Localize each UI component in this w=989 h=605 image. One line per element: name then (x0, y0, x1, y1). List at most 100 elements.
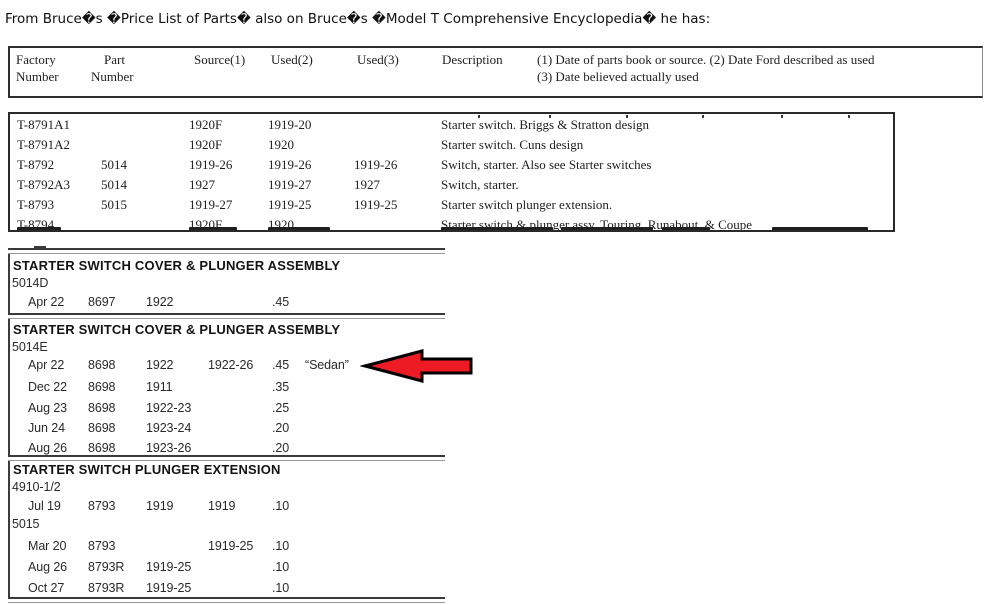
listing-row: Aug 26 8698 1923-26 .20 (0, 441, 500, 461)
cell-date: Mar 20 (28, 539, 67, 553)
cell-years-a: 1923-26 (146, 441, 192, 455)
scan-artifact (561, 227, 653, 230)
cell-price: .10 (272, 560, 290, 574)
table-row: T-8791A2 1920F 1920 Starter switch. Cuns… (10, 137, 893, 156)
cell-used2: 1919-26 (268, 157, 312, 172)
red-arrow-annotation (360, 349, 473, 383)
col-header-part-line1: Part (104, 52, 125, 67)
cell-date: Jul 19 (28, 499, 61, 513)
scan-artifact (662, 227, 710, 230)
cell-factory: T-8792 (17, 157, 55, 172)
scan-artifact (549, 115, 551, 118)
section-part-number: 4910-1/2 (12, 480, 61, 494)
listing-row: Dec 22 8698 1911 .35 (0, 380, 500, 400)
listing-row: Aug 26 8793R 1919-25 .10 (0, 560, 500, 580)
col-header-description: Description (442, 52, 503, 67)
cell-source: 1920F (189, 117, 223, 132)
scan-artifact (17, 227, 61, 230)
col-header-used3: Used(3) (357, 52, 399, 67)
cell-used2: 1920 (268, 217, 294, 232)
cell-price: .20 (272, 421, 290, 435)
table-row: T-8794 1920F 1920 Starter switch & plung… (10, 217, 893, 232)
price-table-header: Factory Number Part Number Source(1) Use… (8, 46, 983, 98)
cell-used3: 1919-25 (354, 197, 398, 212)
section-part-number: 5014E (12, 340, 48, 354)
cell-date: Dec 22 (28, 380, 68, 394)
table-row: T-8792A3 5014 1927 1919-27 1927 Switch, … (10, 177, 893, 196)
cell-part: 5015 (101, 197, 127, 212)
header-notes-line2: (3) Date believed actually used (537, 69, 699, 84)
section-title: STARTER SWITCH PLUNGER EXTENSION (13, 462, 281, 477)
intro-text: From Bruce�s �Price List of Parts� also … (5, 11, 711, 27)
divider-rule (8, 313, 445, 319)
cell-factory: T-8793 (17, 197, 55, 212)
scan-artifact (34, 246, 46, 249)
divider-rule (8, 455, 445, 461)
cell-description: Starter switch. Cuns design (441, 137, 584, 152)
scan-artifact (772, 227, 868, 230)
cell-price: .10 (272, 499, 290, 513)
cell-price: .10 (272, 539, 290, 553)
cell-date: Aug 26 (28, 560, 68, 574)
cell-source: 1927 (189, 177, 215, 192)
cell-years-b: 1919-25 (208, 539, 254, 553)
section-title: STARTER SWITCH COVER & PLUNGER ASSEMBLY (13, 258, 341, 273)
cell-price: .45 (272, 295, 290, 309)
scan-artifact (702, 115, 704, 118)
cell-date: Apr 22 (28, 295, 65, 309)
cell-used3: 1919-26 (354, 157, 398, 172)
cell-number: 8698 (88, 358, 116, 372)
cell-description: Switch, starter. (441, 177, 519, 192)
cell-price: .20 (272, 441, 290, 455)
scan-artifact (626, 115, 628, 118)
cell-years-a: 1911 (146, 380, 173, 394)
cell-used2: 1920 (268, 137, 294, 152)
cell-number: 8698 (88, 441, 116, 455)
cell-source: 1919-26 (189, 157, 233, 172)
cell-date: Apr 22 (28, 358, 65, 372)
cell-used2: 1919-27 (268, 177, 312, 192)
col-header-factory-line2: Number (16, 69, 59, 84)
cell-years-a: 1922-23 (146, 401, 192, 415)
cell-factory: T-8792A3 (17, 177, 70, 192)
cell-number: 8698 (88, 421, 116, 435)
cell-date: Aug 26 (28, 441, 68, 455)
col-header-factory-line1: Factory (16, 52, 56, 67)
cell-factory: T-8791A1 (17, 117, 70, 132)
listing-row: Oct 27 8793R 1919-25 .10 (0, 581, 500, 601)
cell-description: Starter switch plunger extension. (441, 197, 613, 212)
cell-years-a: 1919-25 (146, 560, 192, 574)
cell-date: Jun 24 (28, 421, 65, 435)
cell-used3: 1927 (354, 177, 380, 192)
col-header-used2: Used(2) (271, 52, 313, 67)
cell-years-a: 1919-25 (146, 581, 192, 595)
scan-artifact (848, 115, 850, 118)
scan-artifact (441, 227, 553, 230)
cell-years-a: 1922 (146, 295, 174, 309)
scan-artifact (781, 115, 783, 118)
cell-years-a: 1919 (146, 499, 174, 513)
listing-row: Jul 19 8793 1919 1919 .10 (0, 499, 500, 519)
cell-used2: 1919-25 (268, 197, 312, 212)
cell-price: .10 (272, 581, 290, 595)
listing-row: Aug 23 8698 1922-23 .25 (0, 401, 500, 421)
scan-artifact (268, 227, 330, 230)
cell-years-a: 1923-24 (146, 421, 192, 435)
cell-number: 8697 (88, 295, 116, 309)
cell-used2: 1919-20 (268, 117, 312, 132)
cell-note: “Sedan” (305, 358, 349, 372)
listing-row: Apr 22 8698 1922 1922-26 .45 “Sedan” (0, 358, 500, 378)
cell-description: Starter switch. Briggs & Stratton design (441, 117, 649, 132)
cell-number: 8793 (88, 499, 116, 513)
table-row: T-8791A1 1920F 1919-20 Starter switch. B… (10, 117, 893, 136)
cell-number: 8793R (88, 560, 125, 574)
cell-date: Aug 23 (28, 401, 68, 415)
scan-artifact (189, 227, 237, 230)
table-row: T-8792 5014 1919-26 1919-26 1919-26 Swit… (10, 157, 893, 176)
left-border-rule (8, 248, 10, 601)
cell-part: 5014 (101, 177, 127, 192)
listing-row: Mar 20 8793 1919-25 .10 (0, 539, 500, 559)
cell-number: 8698 (88, 401, 116, 415)
listing-row: Apr 22 8697 1922 .45 (0, 295, 500, 315)
